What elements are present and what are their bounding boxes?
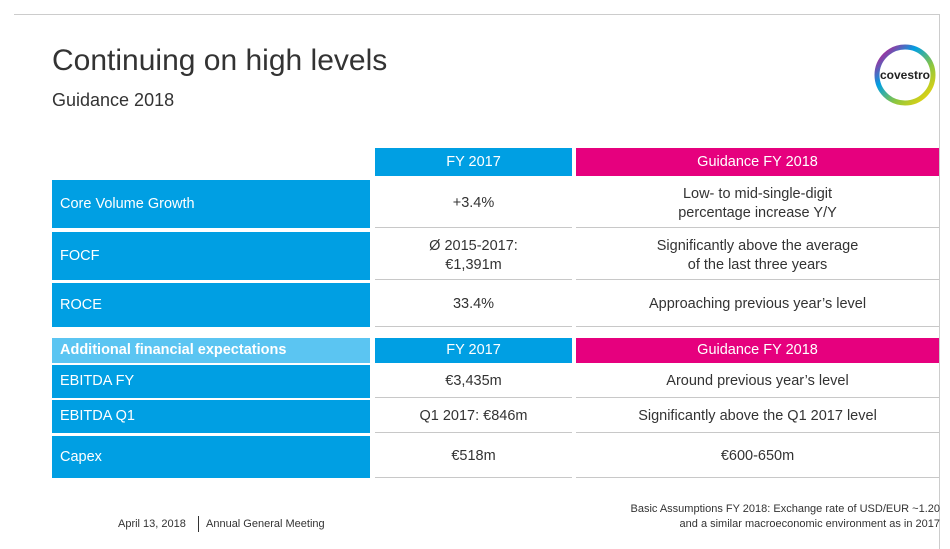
text-line: FOCF — [60, 247, 100, 264]
text-line: Approaching previous year’s level — [648, 296, 867, 312]
text-line: EBITDA FY — [60, 373, 135, 389]
value-cell: €518m — [375, 436, 572, 478]
footer-event: Annual General Meeting — [206, 518, 325, 530]
text-line: Guidance FY 2018 — [697, 153, 818, 170]
top-rule — [14, 14, 939, 15]
text-line: Low- to mid-single-digit — [682, 185, 833, 202]
text-line: EBITDA Q1 — [60, 408, 135, 424]
value-cell: +3.4% — [375, 180, 572, 228]
value-cell: 33.4% — [375, 283, 572, 327]
value-cell: Around previous year’s level — [576, 365, 939, 398]
value-cell: Significantly above the Q1 2017 level — [576, 400, 939, 433]
value-cell: Significantly above the average of the la… — [576, 232, 939, 280]
text-line: of the last three years — [687, 256, 828, 273]
row-label: EBITDA FY — [52, 365, 370, 398]
subtitle: Guidance 2018 — [52, 90, 175, 110]
text-line: Core Volume Growth — [60, 195, 195, 212]
logo-ring — [874, 44, 936, 106]
value-cell: Q1 2017: €846m — [375, 400, 572, 433]
row-label: EBITDA Q1 — [52, 400, 370, 433]
footer-separator — [198, 516, 199, 532]
text-line: Significantly above the Q1 2017 level — [638, 407, 877, 424]
value-cell: €3,435m — [375, 365, 572, 398]
value-cell: Low- to mid-single-digit percentage incre… — [576, 180, 939, 228]
text-line: €1,391m — [445, 256, 502, 273]
footnote: Basic Assumptions FY 2018: Exchange rate… — [631, 502, 941, 532]
header-cell: FY 2017 — [375, 148, 572, 176]
header-cell: Guidance FY 2018 — [576, 148, 939, 176]
logo: covestro — [874, 44, 936, 106]
right-rule — [939, 14, 940, 549]
row-label: Capex — [52, 436, 370, 478]
text-line: Capex — [60, 448, 102, 465]
footer-date: April 13, 2018 — [118, 518, 186, 530]
text-line: +3.4% — [452, 195, 495, 211]
text-line: Guidance FY 2018 — [697, 342, 818, 358]
text-line: Ø 2015-2017: — [429, 237, 518, 254]
value-cell: Ø 2015-2017: €1,391m — [375, 232, 572, 280]
text-line: Basic Assumptions FY 2018: Exchange rate… — [630, 503, 941, 515]
text-line: €518m — [451, 448, 496, 464]
header-cell: Guidance FY 2018 — [576, 338, 939, 363]
text-line: and a similar macroeconomic environment … — [679, 518, 940, 530]
text-line: FY 2017 — [446, 153, 501, 170]
row-label: Core Volume Growth — [52, 180, 370, 228]
header-cell: FY 2017 — [375, 338, 572, 363]
text-line: ROCE — [60, 296, 102, 313]
text-line: FY 2017 — [446, 342, 501, 358]
text-line: Around previous year’s level — [666, 372, 849, 389]
text-line: 33.4% — [452, 296, 495, 312]
title: Continuing on high levels — [52, 44, 388, 77]
text-line: percentage increase Y/Y — [678, 204, 837, 221]
value-cell: €600-650m — [576, 436, 939, 478]
logo-text: covestro — [880, 68, 930, 82]
text-line: Additional financial expectations — [60, 342, 287, 358]
text-line: €3,435m — [445, 372, 502, 389]
text-line: Q1 2017: €846m — [419, 407, 528, 424]
text-line: €600-650m — [720, 448, 795, 464]
header-cell: Additional financial expectations — [52, 338, 370, 363]
value-cell: Approaching previous year’s level — [576, 283, 939, 327]
row-label: ROCE — [52, 283, 370, 327]
row-label: FOCF — [52, 232, 370, 280]
text-line: Significantly above the average — [656, 237, 859, 254]
